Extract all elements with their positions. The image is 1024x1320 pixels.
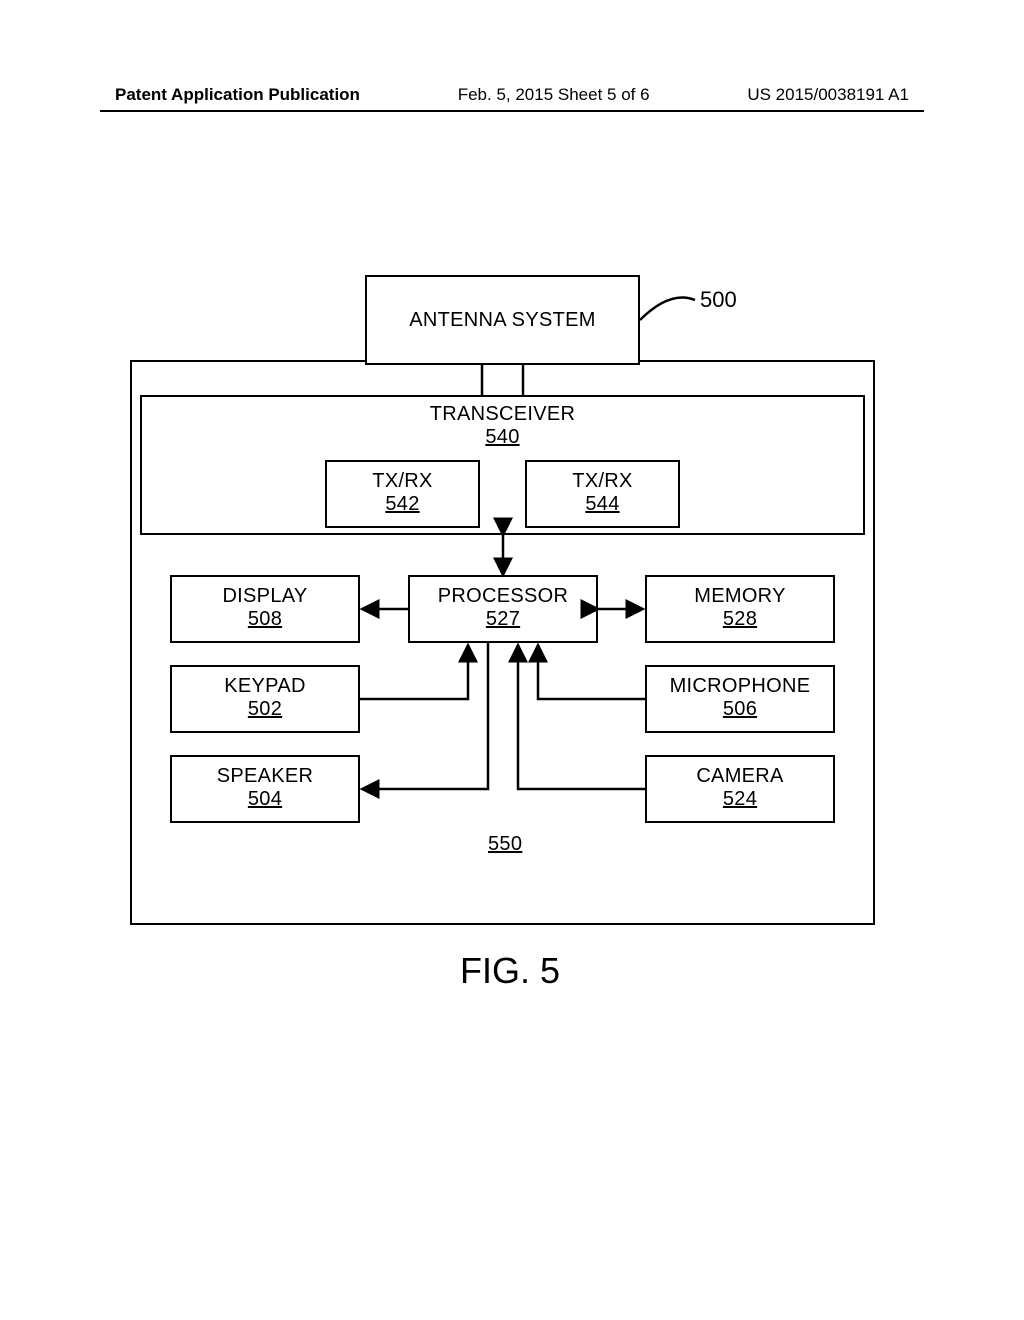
header-left: Patent Application Publication [115,85,360,105]
page-header: Patent Application Publication Feb. 5, 2… [0,85,1024,105]
header-rule [100,110,924,112]
header-center: Feb. 5, 2015 Sheet 5 of 6 [458,85,650,105]
figure-caption: FIG. 5 [460,950,560,992]
header-right: US 2015/0038191 A1 [747,85,909,105]
connectors [130,275,875,925]
block-diagram: ANTENNA SYSTEM 500 TRANSCEIVER 540 TX/RX… [130,275,875,925]
